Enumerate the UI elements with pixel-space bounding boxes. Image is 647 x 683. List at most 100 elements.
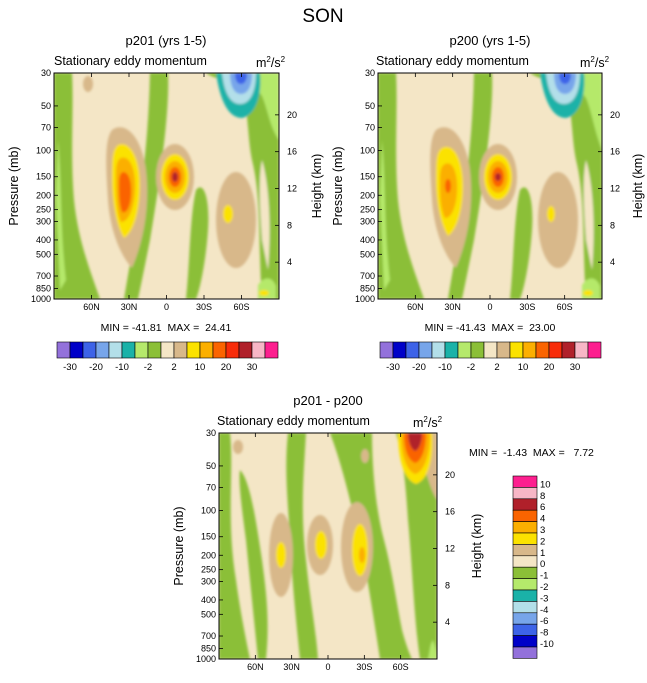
panel-right-stats: MIN = -41.43 MAX = 23.00	[425, 322, 556, 334]
y2-tick-label: 4	[445, 617, 450, 627]
panel-left-stats: MIN = -41.81 MAX = 24.41	[101, 322, 232, 334]
y-tick-label: 300	[360, 216, 375, 226]
y2-tick-label: 8	[287, 220, 292, 230]
colorbar-box	[431, 341, 446, 359]
colorbar-label: 4	[540, 514, 545, 525]
y-tick-label: 1000	[196, 654, 216, 664]
colorbar-box	[238, 341, 253, 359]
colorbar-box	[512, 509, 538, 522]
colorbar-left: -30 -20 -10 -2 2 10 20 30	[56, 341, 279, 373]
colorbar-label: 8	[540, 491, 545, 502]
colorbar-box	[173, 341, 188, 359]
colorbar-label: 6	[540, 502, 545, 513]
y2-tick-label: 16	[287, 147, 297, 157]
panel-left-field	[54, 73, 279, 299]
y-tick-label: 400	[360, 235, 375, 245]
contour-tan-small	[233, 440, 243, 454]
panel-left-y2label: Height (km)	[310, 154, 324, 219]
contour-green-west	[378, 73, 424, 299]
panel-diff-subtitle: Stationary eddy momentum	[217, 414, 370, 428]
y2-tick-label: 12	[287, 184, 297, 194]
y-tick-label: 300	[201, 576, 216, 586]
colorbar-label: 2	[494, 362, 499, 373]
panel-diff-field	[219, 433, 437, 659]
y-tick-label: 50	[365, 101, 375, 111]
panel-diff-units: m2/s2	[413, 415, 443, 430]
contour-orange-sh	[359, 547, 365, 563]
colorbar-box	[199, 341, 214, 359]
colorbar-box	[574, 341, 589, 359]
contour-yellow-eq	[315, 531, 327, 559]
y-tick-label: 1000	[355, 294, 375, 304]
contour-lightgreen-east	[228, 73, 279, 140]
panel-diff-ylabel: Pressure (mb)	[172, 506, 186, 585]
y2-tick-label: 12	[610, 184, 620, 194]
y-tick-label: 30	[365, 68, 375, 78]
colorbar-label: 1	[540, 548, 545, 559]
colorbar-label: 20	[221, 362, 232, 373]
colorbar-box	[82, 341, 97, 359]
contour-lightgreen-east	[546, 73, 602, 150]
colorbar-box	[522, 341, 537, 359]
colorbar-box	[512, 646, 538, 659]
panel-right-ylabel: Pressure (mb)	[331, 146, 345, 225]
figure-title: SON	[302, 6, 343, 27]
colorbar-label: -30	[386, 362, 400, 373]
y-tick-label: 500	[36, 249, 51, 259]
y-tick-label: 150	[360, 172, 375, 182]
contour-tan-small	[361, 449, 369, 463]
x-tick-label: 30N	[121, 302, 138, 312]
colorbar-label: 3	[540, 525, 545, 536]
colorbar-label: -2	[540, 582, 548, 593]
y2-tick-label: 12	[445, 544, 455, 554]
colorbar-box	[470, 341, 485, 359]
y-tick-label: 70	[365, 123, 375, 133]
colorbar-box	[418, 341, 433, 359]
colorbar-label: -3	[540, 593, 548, 604]
y-tick-label: 30	[41, 68, 51, 78]
x-tick-label: 60N	[407, 302, 424, 312]
y-tick-label: 250	[360, 205, 375, 215]
panel-right-subtitle: Stationary eddy momentum	[376, 54, 529, 68]
y-tick-label: 50	[206, 461, 216, 471]
panel-left-subtitle: Stationary eddy momentum	[54, 54, 207, 68]
y-tick-label: 1000	[31, 294, 51, 304]
colorbar-box	[512, 544, 538, 557]
y-tick-label: 700	[360, 271, 375, 281]
contour-green-east	[396, 433, 437, 659]
colorbar-box	[392, 341, 407, 359]
colorbar-label: -2	[467, 362, 475, 373]
panel-right-title: p200 (yrs 1-5)	[450, 33, 531, 48]
colorbar-box	[264, 341, 279, 359]
colorbar-label: 30	[247, 362, 258, 373]
y2-tick-label: 20	[445, 470, 455, 480]
colorbar-label: 30	[570, 362, 581, 373]
colorbar-box	[512, 555, 538, 568]
colorbar-label: -20	[412, 362, 426, 373]
colorbar-box	[561, 341, 576, 359]
contour-green-west	[219, 433, 250, 659]
colorbar-label: -10	[115, 362, 129, 373]
contour-yellow-sh	[547, 206, 555, 222]
contour-sfc-yellow	[259, 290, 269, 296]
x-tick-label: 60S	[557, 302, 573, 312]
colorbar-box	[444, 341, 459, 359]
colorbar-label: 10	[195, 362, 206, 373]
y2-tick-label: 20	[610, 110, 620, 120]
colorbar-box	[457, 341, 472, 359]
x-tick-label: 30S	[196, 302, 212, 312]
panel-diff-title: p201 - p200	[293, 393, 362, 408]
colorbar-box	[186, 341, 201, 359]
colorbar-box	[483, 341, 498, 359]
colorbar-label: -20	[89, 362, 103, 373]
contour-green-nh	[239, 470, 268, 659]
y-tick-label: 850	[36, 284, 51, 294]
contour-tan-small	[83, 76, 93, 92]
y-tick-label: 850	[201, 644, 216, 654]
y-tick-label: 500	[360, 249, 375, 259]
panel-right-units: m2/s2	[580, 55, 610, 70]
y2-tick-label: 16	[445, 507, 455, 517]
x-tick-label: 30N	[283, 662, 300, 672]
